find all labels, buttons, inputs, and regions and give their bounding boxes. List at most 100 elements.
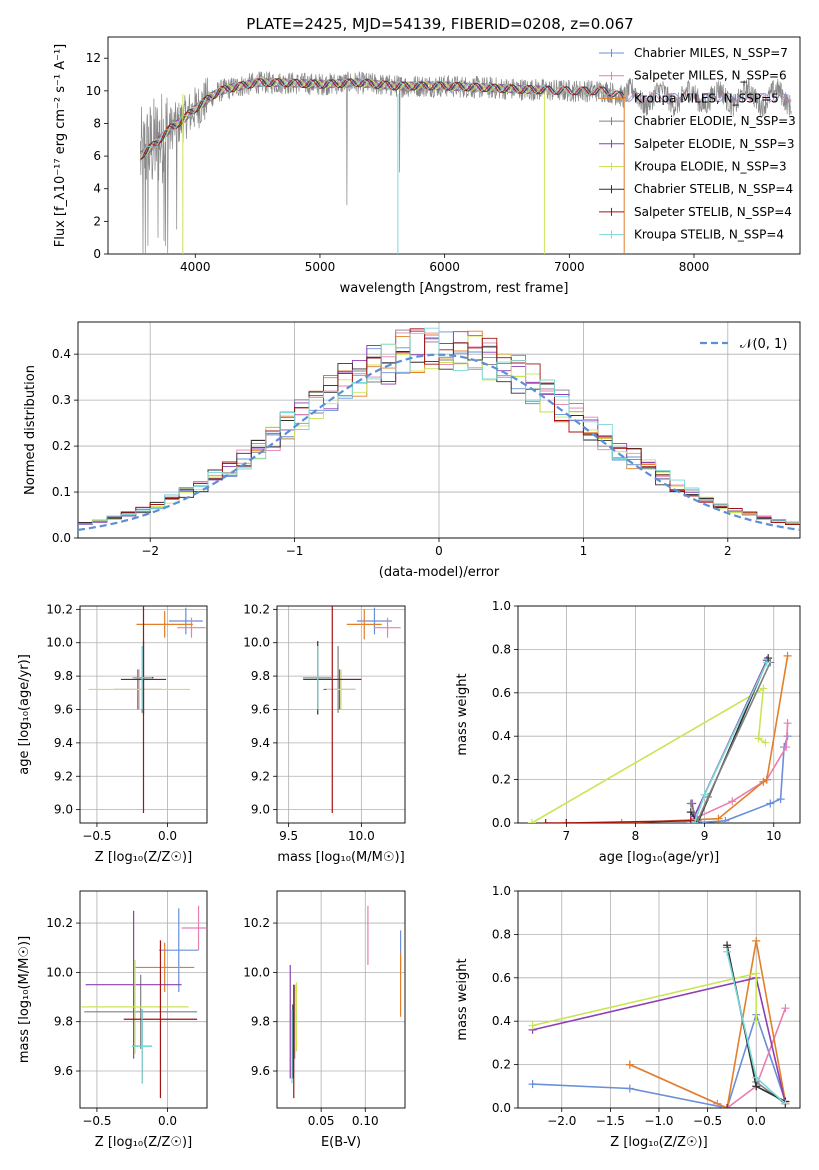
weight-line-k-miles xyxy=(562,651,792,823)
x-axis-label: Z [log₁₀(Z/Z☉)] xyxy=(95,850,192,865)
grid xyxy=(80,891,207,1108)
errorbar-s-miles xyxy=(374,617,401,638)
errorbar-k-stelib xyxy=(132,1009,152,1084)
spectrum-model-c-stelib xyxy=(140,78,625,159)
weight-marker xyxy=(541,819,550,823)
y-tick-label: 10.2 xyxy=(243,916,270,930)
errorbar-s-stelib xyxy=(303,606,362,813)
y-tick-label: 9.0 xyxy=(54,803,73,817)
weight-marker xyxy=(752,1082,761,1091)
weight-path xyxy=(531,687,766,823)
y-tick-label: 0.4 xyxy=(492,1014,511,1028)
x-tick-label: 8000 xyxy=(679,260,710,274)
plot-area xyxy=(289,905,402,1099)
panel-residuals: −2 −1 0 1 2 0.0 0.1 0.2 0.3 0.4 (data-model)/error… xyxy=(23,321,801,580)
grid xyxy=(277,606,405,823)
axes-frame xyxy=(276,890,406,1109)
weight-line-k-stelib xyxy=(723,947,790,1108)
x-tick-label: 7000 xyxy=(554,260,585,274)
y-tick-label: 1.0 xyxy=(492,599,511,613)
weight-marker xyxy=(721,816,730,823)
legend-entry: 𝒩(0, 1) xyxy=(740,337,787,352)
panel-mass-age: 9.5 10.0 9.0 9.2 9.4 9.6 9.8 10.0 10.2 mass [log₁… xyxy=(243,602,406,865)
panel-age-weight: 7 8 9 10 0.0 0.2 0.4 0.6 0.8 1.0 age [log₁₀(age/yr… xyxy=(455,599,801,865)
weight-path xyxy=(545,820,691,823)
errorbar-c-elodie xyxy=(84,974,198,1049)
x-tick-label: 9.5 xyxy=(279,829,298,843)
y-axis-label: mass weight xyxy=(455,958,470,1040)
y-tick-label: 0.8 xyxy=(492,927,511,941)
weight-line-k-elodie xyxy=(528,969,761,1030)
legend-entry: Kroupa ELODIE, N_SSP=3 xyxy=(634,160,787,174)
y-axis-label: Normed distribution xyxy=(23,365,38,495)
weight-marker xyxy=(781,1104,790,1108)
plot-area xyxy=(527,651,792,823)
x-tick-label: 9 xyxy=(701,829,709,843)
x-axis-label: (data-model)/error xyxy=(379,565,500,580)
weight-marker xyxy=(700,790,709,799)
weight-marker xyxy=(762,775,771,784)
y-tick-label: 0.4 xyxy=(52,347,71,361)
legend-entry: Chabrier STELIB, N_SSP=4 xyxy=(634,182,793,196)
plot-area xyxy=(78,327,800,531)
panel-z-weight: −2.0 −1.5 −1.0 −0.5 0.0 0.0 0.2 0.4 0.6 0.8 1.0 Z [… xyxy=(455,884,801,1150)
y-tick-label: 1.0 xyxy=(492,884,511,898)
y-tick-label: 10.2 xyxy=(46,916,73,930)
weight-marker xyxy=(527,819,536,823)
weight-marker xyxy=(783,719,792,728)
x-tick-label: 0.05 xyxy=(308,1114,335,1128)
legend-entry: Salpeter STELIB, N_SSP=4 xyxy=(634,205,792,219)
weight-line-s-stelib xyxy=(541,816,695,823)
histogram-k-stelib xyxy=(78,327,800,525)
y-tick-label: 0.6 xyxy=(492,971,511,985)
errorbar-c-miles xyxy=(159,908,199,993)
y-tick-label: 0.6 xyxy=(492,686,511,700)
weight-marker xyxy=(752,1073,761,1082)
weight-marker xyxy=(754,734,763,743)
x-tick-label: 0.0 xyxy=(158,829,177,843)
legend-entry: Chabrier MILES, N_SSP=7 xyxy=(634,46,788,60)
weight-marker xyxy=(723,1104,732,1108)
plot-area xyxy=(88,606,206,813)
weight-marker xyxy=(781,1004,790,1013)
y-tick-label: 10.2 xyxy=(243,602,270,616)
weight-marker xyxy=(782,743,791,752)
x-axis-label: wavelength [Angstrom, rest frame] xyxy=(340,281,569,296)
errorbar-k-miles xyxy=(136,611,193,638)
x-tick-label: −1.0 xyxy=(644,1114,673,1128)
errorbar-s-stelib xyxy=(123,940,198,1099)
x-tick-label: 0.0 xyxy=(747,1114,766,1128)
y-tick-label: 8 xyxy=(93,116,101,130)
spectrum-model-k-stelib xyxy=(139,78,624,159)
x-axis-label: Z [log₁₀(Z/Z☉)] xyxy=(610,1135,707,1150)
panel-spectrum: 4000 5000 6000 7000 8000 0 2 4 6 8 10 12 wavelength … xyxy=(53,36,801,296)
x-tick-label: −0.5 xyxy=(82,1114,111,1128)
weight-path xyxy=(532,1012,787,1108)
x-tick-label: −2.0 xyxy=(547,1114,576,1128)
x-tick-label: 8 xyxy=(632,829,640,843)
weight-path xyxy=(629,940,787,1108)
y-tick-label: 9.0 xyxy=(251,803,270,817)
y-tick-label: 6 xyxy=(93,149,101,163)
weight-marker xyxy=(761,738,770,747)
weight-marker xyxy=(776,795,785,804)
weight-marker xyxy=(752,1017,761,1026)
legend-entry: Chabrier ELODIE, N_SSP=3 xyxy=(634,114,796,128)
errorbar-k-elodie xyxy=(81,960,189,1054)
weight-path xyxy=(566,655,789,823)
y-tick-label: 0.2 xyxy=(52,439,71,453)
weight-marker xyxy=(752,936,761,945)
grid xyxy=(277,891,405,1108)
weight-marker xyxy=(625,1084,634,1093)
axes-frame xyxy=(107,36,801,255)
x-tick-label: 6000 xyxy=(429,260,460,274)
axes-frame xyxy=(79,890,208,1109)
x-tick-label: 0.0 xyxy=(158,1114,177,1128)
y-tick-label: 0.4 xyxy=(492,729,511,743)
y-tick-label: 12 xyxy=(86,51,101,65)
spectrum-observed xyxy=(140,71,792,254)
x-tick-label: 10.0 xyxy=(348,829,375,843)
x-tick-label: 4000 xyxy=(180,260,211,274)
legend: 𝒩(0, 1) xyxy=(700,337,787,352)
